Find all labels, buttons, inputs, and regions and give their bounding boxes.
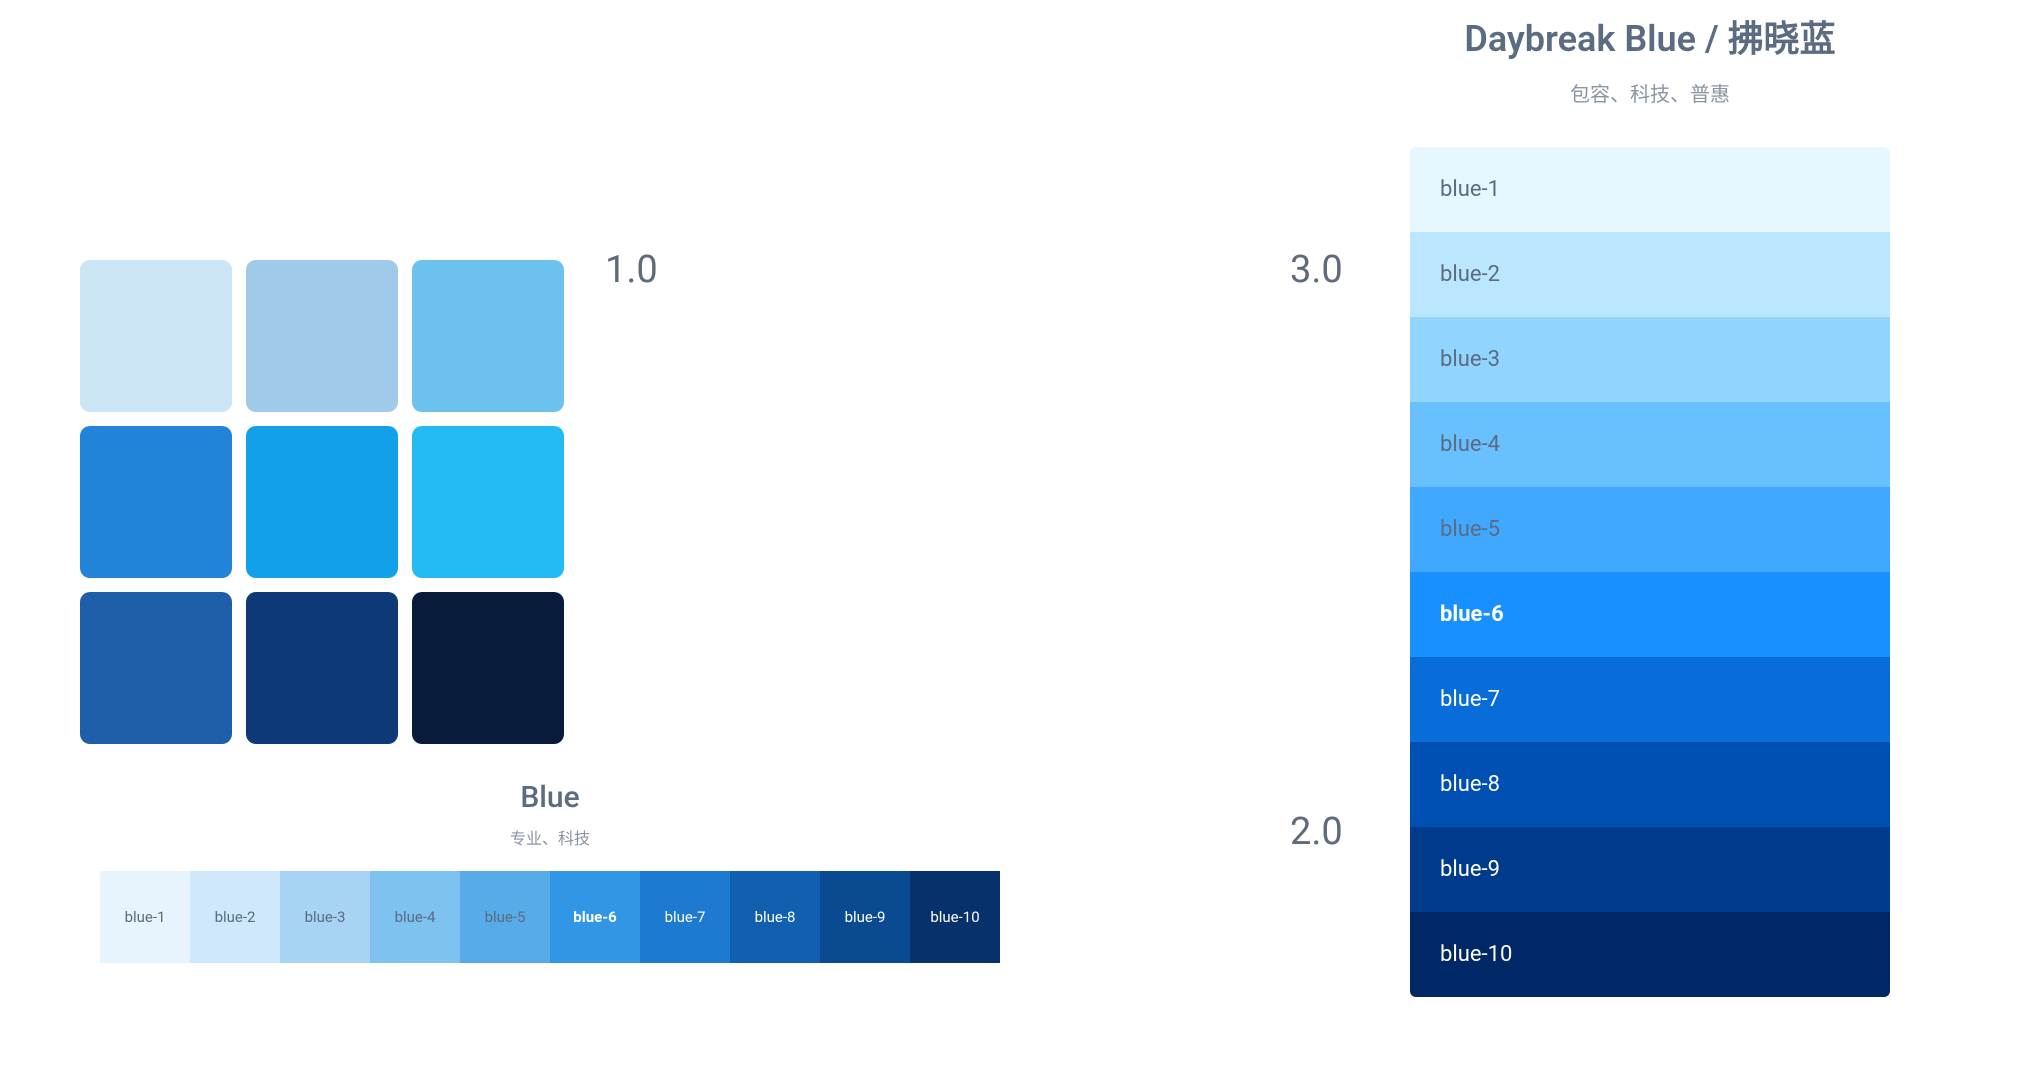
- vertical-swatch[interactable]: blue-4: [1410, 402, 1890, 487]
- vertical-swatch[interactable]: blue-1: [1410, 147, 1890, 232]
- vertical-palette-subtitle: 包容、科技、普惠: [1410, 78, 1890, 107]
- grid-swatches-container: [80, 260, 564, 744]
- vertical-swatch[interactable]: blue-8: [1410, 742, 1890, 827]
- swatch-label: blue-2: [215, 908, 256, 926]
- vertical-swatch[interactable]: blue-2: [1410, 232, 1890, 317]
- strip-swatch[interactable]: blue-1: [100, 871, 190, 963]
- swatch-label: blue-9: [845, 908, 886, 926]
- grid-swatch[interactable]: [80, 260, 232, 412]
- strip-swatch[interactable]: blue-4: [370, 871, 460, 963]
- vertical-swatch[interactable]: blue-6: [1410, 572, 1890, 657]
- swatch-label: blue-2: [1440, 262, 1500, 287]
- swatch-label: blue-1: [125, 908, 166, 926]
- strip-swatch[interactable]: blue-2: [190, 871, 280, 963]
- swatch-label: blue-4: [395, 908, 436, 926]
- vertical-swatches-container: blue-1 blue-2 blue-3 blue-4 blue-5 blue-6 blue…: [1410, 147, 1890, 997]
- grid-swatch[interactable]: [412, 260, 564, 412]
- version-label-1: 1.0: [605, 248, 658, 292]
- swatch-label: blue-3: [1440, 347, 1500, 372]
- grid-swatch[interactable]: [80, 592, 232, 744]
- swatch-label: blue-4: [1440, 432, 1500, 457]
- version-label-2: 2.0: [1290, 810, 1343, 854]
- vertical-palette-title: Daybreak Blue / 拂晓蓝: [1410, 10, 1890, 62]
- strip-palette-subtitle: 专业、科技: [100, 825, 1000, 849]
- vertical-swatch[interactable]: blue-5: [1410, 487, 1890, 572]
- swatch-label: blue-8: [755, 908, 796, 926]
- swatch-label: blue-5: [1440, 517, 1500, 542]
- strip-swatch[interactable]: blue-8: [730, 871, 820, 963]
- grid-swatch[interactable]: [412, 426, 564, 578]
- version-label-3: 3.0: [1290, 248, 1343, 292]
- swatch-label: blue-1: [1440, 177, 1500, 202]
- strip-swatch[interactable]: blue-5: [460, 871, 550, 963]
- grid-swatch[interactable]: [246, 260, 398, 412]
- swatch-label: blue-8: [1440, 772, 1500, 797]
- swatch-label: blue-7: [1440, 687, 1500, 712]
- vertical-swatch[interactable]: blue-3: [1410, 317, 1890, 402]
- vertical-swatch[interactable]: blue-10: [1410, 912, 1890, 997]
- vertical-swatch[interactable]: blue-9: [1410, 827, 1890, 912]
- grid-swatch[interactable]: [246, 592, 398, 744]
- grid-swatch[interactable]: [246, 426, 398, 578]
- strip-palette-title: Blue: [100, 780, 1000, 815]
- swatch-label: blue-9: [1440, 857, 1500, 882]
- strip-swatch[interactable]: blue-3: [280, 871, 370, 963]
- vertical-palette-section: Daybreak Blue / 拂晓蓝 包容、科技、普惠 blue-1blue-…: [1410, 10, 1890, 997]
- swatch-label: blue-10: [930, 908, 979, 926]
- swatch-label: blue-3: [305, 908, 346, 926]
- strip-palette-section: Blue 专业、科技 blue-1blue-2blue-3blue-4blue-…: [100, 780, 1000, 963]
- swatch-label: blue-5: [485, 908, 526, 926]
- strip-swatch[interactable]: blue-6: [550, 871, 640, 963]
- grid-swatch[interactable]: [412, 592, 564, 744]
- strip-swatch[interactable]: blue-7: [640, 871, 730, 963]
- strip-swatches-container: blue-1 blue-2 blue-3 blue-4 blue-5 blue-6 blue…: [100, 871, 1000, 963]
- swatch-label: blue-6: [573, 908, 616, 926]
- swatch-label: blue-10: [1440, 942, 1512, 967]
- grid-swatch[interactable]: [80, 426, 232, 578]
- swatch-label: blue-6: [1440, 602, 1504, 627]
- grid-palette-section: [80, 260, 564, 744]
- strip-swatch[interactable]: blue-10: [910, 871, 1000, 963]
- vertical-swatch[interactable]: blue-7: [1410, 657, 1890, 742]
- strip-swatch[interactable]: blue-9: [820, 871, 910, 963]
- swatch-label: blue-7: [665, 908, 706, 926]
